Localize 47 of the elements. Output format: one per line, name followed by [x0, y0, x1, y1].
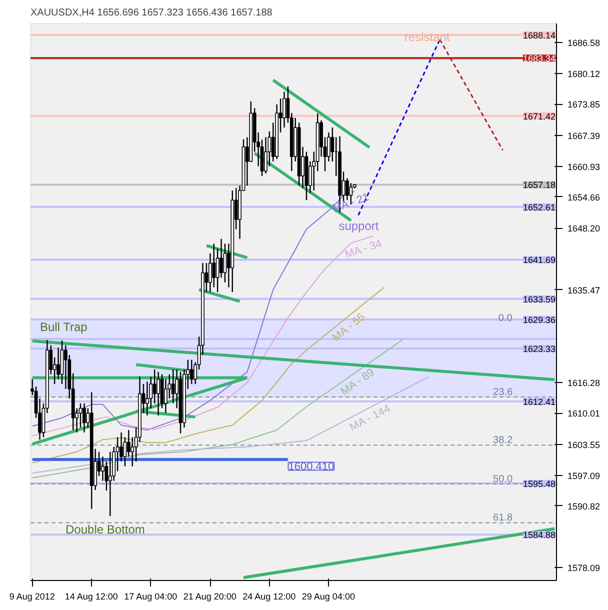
annotation: support — [338, 219, 380, 234]
ref-line-label: 1595.48 — [522, 478, 556, 489]
y-tick-label: 1610.01 — [568, 408, 600, 419]
x-tick-label: 29 Aug 04:00 — [302, 592, 355, 602]
x-tick-label: 14 Aug 12:00 — [64, 592, 118, 602]
y-tick-label: 1660.93 — [568, 162, 600, 172]
y-tick-label: 1597.09 — [568, 471, 600, 482]
text: MA - 89 — [338, 366, 377, 398]
y-tick-label: 1680.12 — [568, 69, 600, 80]
ref-line-label: 1688.14 — [522, 30, 556, 40]
y-tick-label: 1667.39 — [568, 130, 600, 141]
text: MA - 55 — [330, 311, 368, 344]
ref-line-label: 1657.18 — [522, 180, 556, 190]
x-tick-label: 17 Aug 04:00 — [124, 592, 178, 602]
y-tick-label: 1590.82 — [568, 501, 600, 512]
text: MA - 144 — [348, 402, 392, 434]
ref-line-label: 1633.59 — [522, 294, 556, 304]
ref-line-label: 23.6 — [493, 387, 513, 398]
ref-line-label: 1641.69 — [522, 255, 556, 266]
text: MA - 21 — [330, 191, 371, 215]
y-tick-label: 1673.85 — [568, 100, 600, 110]
ref-line-label: 1671.42 — [522, 111, 556, 122]
ref-line-label: 50.0 — [493, 474, 513, 485]
ref-line-label: 1584.88 — [522, 530, 556, 540]
y-tick-label: 1603.55 — [568, 440, 600, 450]
ref-line-label: 1629.36 — [522, 314, 556, 325]
ref-line-label: 1612.41 — [522, 396, 556, 407]
x-tick-label: 9 Aug 2012 — [9, 592, 55, 602]
ref-line-label: 1623.33 — [522, 344, 556, 354]
annotation: resistant — [404, 30, 450, 44]
y-tick-label: 1648.20 — [568, 224, 600, 234]
y-tick-label: 1654.66 — [568, 192, 600, 202]
y-tick-label: 1616.28 — [568, 378, 600, 388]
y-tick-label: 1635.47 — [568, 285, 600, 296]
annotation: Bull Trap — [40, 320, 88, 334]
annotation: 0.0 — [498, 312, 513, 324]
text: MA - 34 — [344, 238, 384, 261]
ref-line-label: 1652.61 — [522, 202, 556, 212]
x-tick-label: 21 Aug 20:00 — [183, 592, 236, 602]
ref-line-label: 38.2 — [493, 435, 513, 446]
chart-title: XAUUSDX,H4 1656.696 1657.323 1656.436 1657.188 — [30, 8, 273, 18]
y-tick-label: 1686.58 — [568, 38, 600, 48]
annotation: Double Bottom — [66, 522, 145, 536]
y-tick-label: 1578.09 — [568, 562, 600, 573]
ref-line-label: 1683.34 — [522, 54, 556, 64]
x-tick-label: 24 Aug 12:00 — [242, 592, 296, 602]
ref-line-label: 61.8 — [493, 512, 513, 524]
